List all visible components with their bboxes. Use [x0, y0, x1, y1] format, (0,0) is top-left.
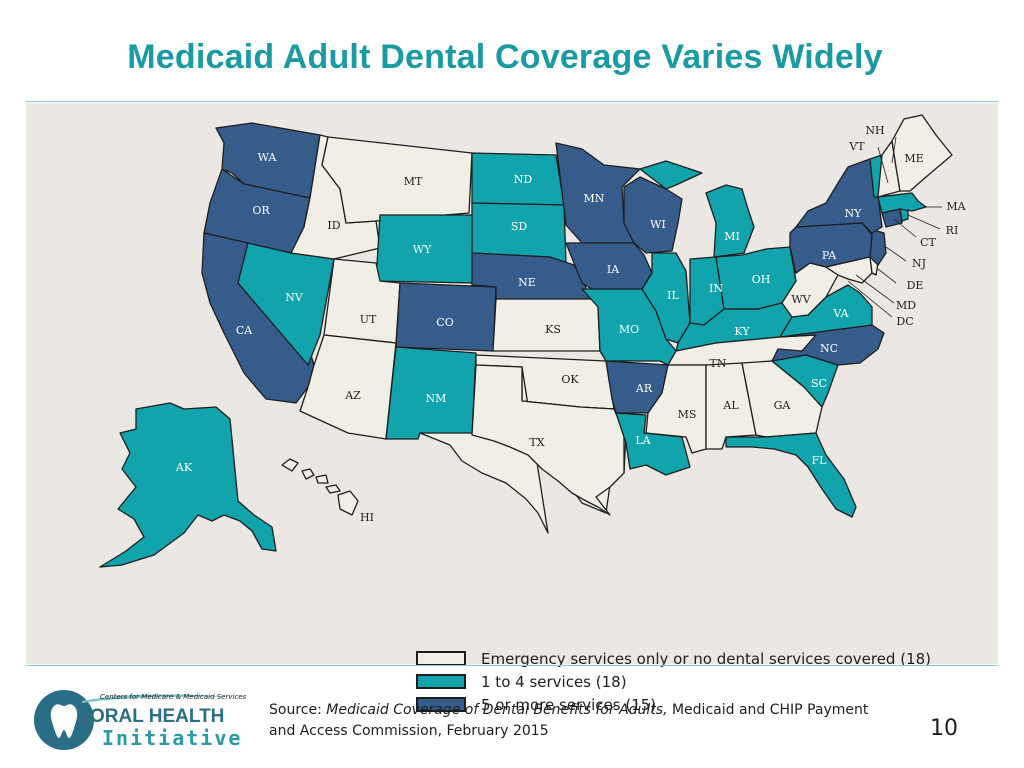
state-label-KY: KY [734, 325, 750, 338]
legend: Emergency services only or no dental ser… [416, 647, 931, 716]
state-label-IN: IN [709, 282, 723, 295]
state-label-DE: DE [907, 279, 924, 292]
state-label-NY: NY [845, 207, 863, 220]
state-label-VT: VT [848, 140, 865, 153]
state-label-WI: WI [650, 218, 666, 231]
state-WI [623, 176, 683, 254]
legend-swatch-1-to-4 [416, 674, 466, 689]
state-label-NV: NV [285, 291, 304, 304]
state-AK [99, 402, 277, 568]
state-label-LA: LA [635, 434, 651, 447]
top-divider [26, 101, 998, 102]
state-label-ME: ME [904, 152, 923, 165]
state-label-NH: NH [865, 124, 884, 137]
state-RI [899, 208, 909, 222]
state-label-TN: TN [710, 357, 727, 370]
state-MI [639, 160, 755, 258]
slide-title: Medicaid Adult Dental Coverage Varies Wi… [127, 38, 883, 76]
state-label-RI: RI [946, 224, 959, 237]
state-label-MD: MD [896, 299, 916, 312]
state-label-NM: NM [426, 392, 447, 405]
state-IL [641, 252, 691, 344]
state-MA [877, 192, 927, 214]
state-label-PA: PA [822, 249, 837, 262]
legend-item-5-plus: 5 or more services (15) [416, 693, 931, 716]
state-label-MN: MN [584, 192, 605, 205]
state-label-IA: IA [607, 263, 620, 276]
state-label-OR: OR [252, 204, 270, 217]
state-label-WY: WY [413, 243, 432, 256]
state-TX-body [471, 364, 625, 516]
state-label-MI: MI [724, 230, 740, 243]
state-label-MO: MO [619, 323, 639, 336]
state-NJ [869, 228, 887, 266]
state-MN [555, 142, 641, 244]
state-FL [725, 432, 857, 518]
state-label-DC: DC [896, 315, 913, 328]
legend-label-none: Emergency services only or no dental ser… [481, 649, 931, 668]
logo-line1: ORAL HEALTH [90, 706, 225, 727]
state-label-GA: GA [774, 399, 792, 412]
state-label-OK: OK [561, 373, 579, 386]
legend-swatch-none [416, 651, 466, 666]
source-title: Medicaid Coverage of Dental Benefits for… [326, 702, 668, 718]
state-HI [281, 458, 359, 516]
state-label-WA: WA [258, 151, 278, 164]
tooth-logo-icon [34, 690, 94, 750]
source-rest: Medicaid and CHIP Payment and Access Com… [269, 702, 869, 739]
legend-item-none: Emergency services only or no dental ser… [416, 647, 931, 670]
state-label-KS: KS [545, 323, 561, 336]
state-label-MA: MA [946, 200, 966, 213]
state-label-TX: TX [529, 436, 544, 449]
state-label-AR: AR [635, 382, 653, 395]
legend-item-1-to-4: 1 to 4 services (18) [416, 670, 931, 693]
state-label-CT: CT [920, 236, 936, 249]
state-label-WV: WV [791, 293, 811, 306]
legend-swatch-5-plus [416, 697, 466, 712]
state-label-SD: SD [511, 220, 528, 233]
map-panel: WA OR CA NV ID MT WY UT AZ CO NM ND SD NE KS OK TX MN IA MO… [26, 103, 998, 714]
us-map: WA OR CA NV ID MT WY UT AZ CO NM ND SD NE KS OK TX MN IA MO… [99, 114, 967, 568]
state-label-ID: ID [327, 219, 340, 232]
state-MT [321, 136, 473, 224]
legend-label-5-plus: 5 or more services (15) [481, 695, 657, 714]
state-label-AL: AL [722, 399, 739, 412]
source-citation: Source: Medicaid Coverage of Dental Bene… [269, 700, 889, 742]
state-ME [891, 114, 953, 192]
state-label-MS: MS [678, 408, 697, 421]
state-label-VA: VA [832, 307, 849, 320]
state-label-NE: NE [518, 276, 536, 289]
state-label-UT: UT [360, 313, 377, 326]
legend-label-1-to-4: 1 to 4 services (18) [481, 672, 627, 691]
logo-line2: Initiative [102, 726, 243, 750]
state-label-CA: CA [236, 324, 253, 337]
state-NY [795, 158, 883, 234]
state-label-ND: ND [514, 173, 533, 186]
state-LA [615, 412, 691, 476]
state-label-MT: MT [404, 175, 423, 188]
bottom-divider [26, 665, 998, 666]
state-label-HI: HI [360, 511, 374, 524]
logo-tagline: Centers for Medicare & Medicaid Services [100, 693, 247, 701]
page-number: 10 [930, 716, 958, 741]
state-label-NJ: NJ [912, 257, 926, 270]
logo-swoosh-icon [82, 694, 232, 703]
state-label-AK: AK [175, 461, 193, 474]
state-label-SC: SC [811, 377, 827, 390]
state-label-OH: OH [752, 273, 771, 286]
state-label-FL: FL [812, 454, 828, 467]
state-label-NC: NC [820, 342, 838, 355]
state-label-AZ: AZ [344, 389, 361, 402]
oral-health-initiative-logo: Centers for Medicare & Medicaid Services… [30, 690, 246, 752]
state-label-CO: CO [436, 316, 453, 329]
state-label-IL: IL [667, 289, 679, 302]
source-prefix: Source: [269, 702, 327, 718]
